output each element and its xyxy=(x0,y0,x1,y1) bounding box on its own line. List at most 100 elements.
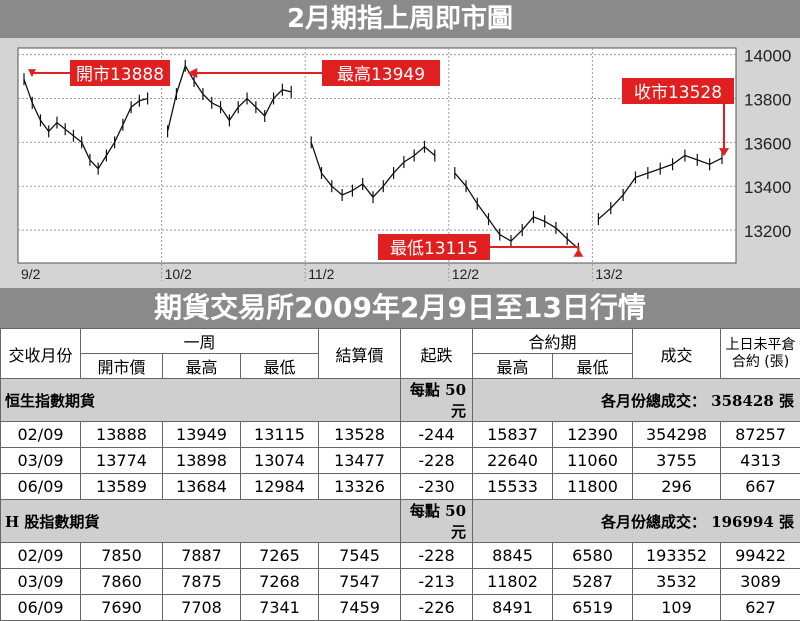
table-cell: 8845 xyxy=(473,543,553,569)
table-cell: 3532 xyxy=(633,569,721,595)
table-cell: 7265 xyxy=(241,543,319,569)
table-cell: 6519 xyxy=(553,595,633,621)
table-cell: 06/09 xyxy=(1,595,81,621)
intraday-chart: 14000 13800 13600 13400 13200 9/2 10/2 11/2 12/2… xyxy=(0,38,800,288)
col-open-interest: 上日未平倉合約 (張) xyxy=(721,329,800,379)
section-total: 各月份總成交： 358428 張 xyxy=(473,379,800,422)
section-point: 每點 50 元 xyxy=(401,379,473,422)
table-cell: 03/09 xyxy=(1,569,81,595)
y-tick-label: 13600 xyxy=(744,134,791,153)
table-cell: 7887 xyxy=(163,543,241,569)
col-week: 一周 xyxy=(81,329,319,354)
table-cell: 7850 xyxy=(81,543,163,569)
table-cell: 7708 xyxy=(163,595,241,621)
annotation-label: 開市13888 xyxy=(76,65,164,85)
table-cell: 06/09 xyxy=(1,474,81,500)
futures-table: 交收月份 一周 結算價 起跌 合約期 成交 上日未平倉合約 (張) 開市價 最高… xyxy=(0,328,800,621)
table-cell: -230 xyxy=(401,474,473,500)
col-volume: 成交 xyxy=(633,329,721,379)
col-contract-high: 最高 xyxy=(473,354,553,379)
y-tick-label: 13800 xyxy=(744,90,791,109)
table-cell: 13684 xyxy=(163,474,241,500)
table-cell: 3755 xyxy=(633,448,721,474)
table-cell: 15533 xyxy=(473,474,553,500)
table-cell: 7547 xyxy=(319,569,401,595)
table-cell: 02/09 xyxy=(1,543,81,569)
chart-title: 2月期指上周即市圖 xyxy=(0,0,800,38)
section-row: H 股指數期貨每點 50 元各月份總成交： 196994 張 xyxy=(1,500,800,543)
col-contract: 合約期 xyxy=(473,329,633,354)
col-contract-low: 最低 xyxy=(553,354,633,379)
x-tick-label: 10/2 xyxy=(165,266,192,282)
table-cell: 13589 xyxy=(81,474,163,500)
col-change: 起跌 xyxy=(401,329,473,379)
table-cell: 03/09 xyxy=(1,448,81,474)
table-cell: 7268 xyxy=(241,569,319,595)
table-cell: 5287 xyxy=(553,569,633,595)
table-cell: 15837 xyxy=(473,422,553,448)
section-name: 恒生指數期貨 xyxy=(1,379,401,422)
table-cell: 7860 xyxy=(81,569,163,595)
table-cell: 296 xyxy=(633,474,721,500)
table-cell: 99422 xyxy=(721,543,800,569)
x-tick-label: 13/2 xyxy=(595,266,622,282)
table-cell: 667 xyxy=(721,474,800,500)
annotation-label: 最高13949 xyxy=(337,65,425,85)
section-row: 恒生指數期貨每點 50 元各月份總成交： 358428 張 xyxy=(1,379,800,422)
table-cell: 13115 xyxy=(241,422,319,448)
table-cell: 22640 xyxy=(473,448,553,474)
col-settle: 結算價 xyxy=(319,329,401,379)
table-cell: 13074 xyxy=(241,448,319,474)
table-cell: 13888 xyxy=(81,422,163,448)
table-cell: 13898 xyxy=(163,448,241,474)
table-cell: 12984 xyxy=(241,474,319,500)
table-cell: 6580 xyxy=(553,543,633,569)
table-title: 期貨交易所2009年2月9日至13日行情 xyxy=(0,288,800,328)
table-cell: 354298 xyxy=(633,422,721,448)
y-tick-label: 14000 xyxy=(744,47,791,66)
table-cell: -244 xyxy=(401,422,473,448)
col-low: 最低 xyxy=(241,354,319,379)
table-cell: 193352 xyxy=(633,543,721,569)
table-cell: 3089 xyxy=(721,569,800,595)
table-cell: 13774 xyxy=(81,448,163,474)
y-tick-label: 13200 xyxy=(744,222,791,241)
table-cell: -226 xyxy=(401,595,473,621)
table-cell: 7459 xyxy=(319,595,401,621)
table-cell: 4313 xyxy=(721,448,800,474)
table-cell: 13528 xyxy=(319,422,401,448)
table-cell: 7875 xyxy=(163,569,241,595)
table-cell: -228 xyxy=(401,543,473,569)
table-cell: 11060 xyxy=(553,448,633,474)
table-cell: 87257 xyxy=(721,422,800,448)
table-cell: 8491 xyxy=(473,595,553,621)
table-cell: 13477 xyxy=(319,448,401,474)
annotation-label: 最低13115 xyxy=(390,239,478,259)
col-high: 最高 xyxy=(163,354,241,379)
table-cell: -213 xyxy=(401,569,473,595)
table-cell: -228 xyxy=(401,448,473,474)
x-tick-label: 9/2 xyxy=(21,266,41,282)
section-total: 各月份總成交： 196994 張 xyxy=(473,500,800,543)
annotation-label: 收市13528 xyxy=(634,83,722,103)
table-cell: 7690 xyxy=(81,595,163,621)
table-cell: 627 xyxy=(721,595,800,621)
table-cell: 13949 xyxy=(163,422,241,448)
col-open: 開市價 xyxy=(81,354,163,379)
section-point: 每點 50 元 xyxy=(401,500,473,543)
x-tick-label: 11/2 xyxy=(308,266,334,282)
x-tick-label: 12/2 xyxy=(452,266,479,282)
table-cell: 109 xyxy=(633,595,721,621)
table-cell: 11800 xyxy=(553,474,633,500)
table-cell: 7545 xyxy=(319,543,401,569)
table-cell: 11802 xyxy=(473,569,553,595)
table-cell: 12390 xyxy=(553,422,633,448)
y-tick-label: 13400 xyxy=(744,178,791,197)
table-cell: 13326 xyxy=(319,474,401,500)
